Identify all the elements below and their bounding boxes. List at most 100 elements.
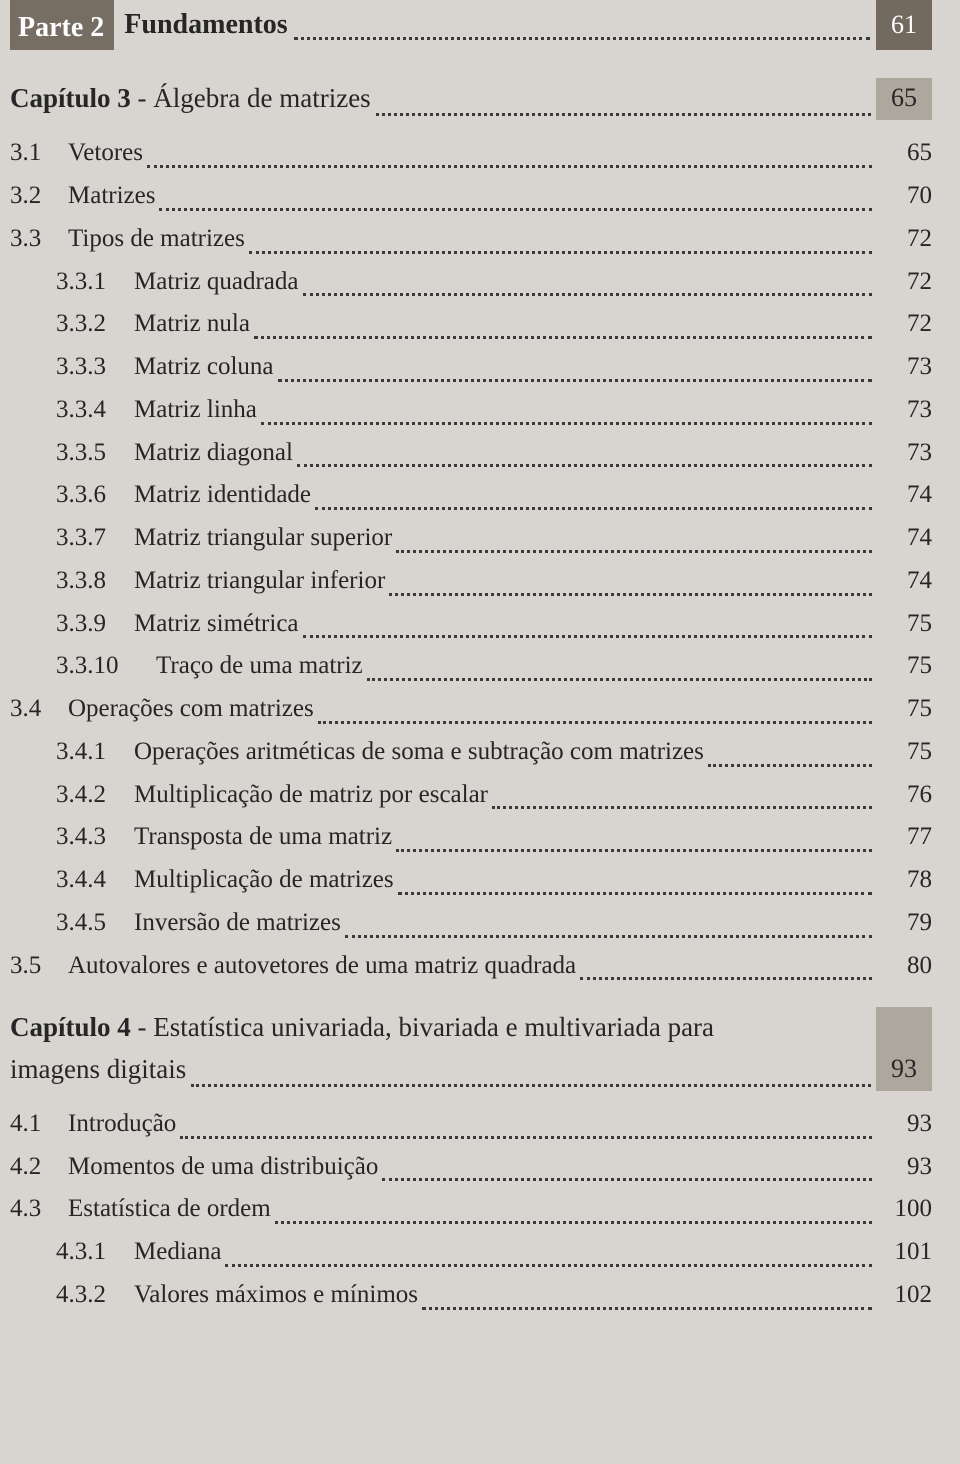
- leader-dots: [367, 656, 872, 681]
- toc-entry: 4.3Estatística de ordem100: [10, 1190, 932, 1229]
- toc-entry-page: 74: [876, 562, 932, 601]
- toc-entry-page: 74: [876, 519, 932, 558]
- leader-dots: [225, 1242, 872, 1267]
- leader-dots: [318, 699, 872, 724]
- chapter-page-box: 65: [876, 78, 932, 120]
- leader-dots: [389, 571, 872, 596]
- toc-entry-number: 3.4.4: [10, 861, 134, 900]
- leader-dots: [422, 1285, 872, 1310]
- toc-entry-number: 4.3.2: [10, 1276, 134, 1315]
- toc-entry-number: 3.3.9: [10, 605, 134, 644]
- leader-dots: [261, 400, 872, 425]
- toc-entry: 3.2Matrizes70: [10, 177, 932, 216]
- leader-dots: [345, 913, 872, 938]
- leader-dots: [303, 271, 872, 296]
- toc-entry-title: Matriz nula: [134, 305, 250, 344]
- toc-entry: 4.3.2Valores máximos e mínimos 102: [10, 1276, 932, 1315]
- toc-entry-title: Valores máximos e mínimos: [134, 1276, 418, 1315]
- toc-entry-page: 93: [876, 1105, 932, 1144]
- toc-entry-number: 3.3.7: [10, 519, 134, 558]
- toc-entry-title: Matriz simétrica: [134, 605, 299, 644]
- toc-entry-number: 3.5: [10, 947, 68, 986]
- toc-entry-title: Matrizes: [68, 177, 155, 216]
- toc-chapter-4: 4.1Introdução934.2Momentos de uma distri…: [10, 1105, 932, 1315]
- toc-entry: 3.3.3Matriz coluna73: [10, 348, 932, 387]
- toc-entry-number: 3.3.6: [10, 476, 134, 515]
- chapter-name-part1: Estatística univariada, bivariada e mult…: [153, 1012, 714, 1042]
- toc-entry-title: Operações aritméticas de soma e subtraçã…: [134, 733, 704, 772]
- toc-entry: 3.4.4Multiplicação de matrizes78: [10, 861, 932, 900]
- toc-entry-number: 3.3.1: [10, 263, 134, 302]
- toc-entry-page: 72: [876, 305, 932, 344]
- toc-entry-title: Momentos de uma distribuição: [68, 1148, 378, 1187]
- leader-dots: [315, 485, 872, 510]
- toc-entry-title: Traço de uma matriz: [156, 647, 363, 686]
- toc-entry-page: 73: [876, 391, 932, 430]
- toc-entry-page: 93: [876, 1148, 932, 1187]
- toc-entry-page: 102: [876, 1276, 932, 1315]
- toc-entry-number: 3.1: [10, 134, 68, 173]
- leader-dots: [376, 89, 871, 117]
- toc-entry-title: Tipos de matrizes: [68, 220, 245, 259]
- part-header-row: Parte 2 Fundamentos 61: [10, 0, 932, 50]
- toc-entry: 3.3.7Matriz triangular superior 74: [10, 519, 932, 558]
- leader-dots: [147, 143, 872, 168]
- chapter-label: Capítulo 3: [10, 83, 131, 113]
- toc-entry-number: 3.4.2: [10, 776, 134, 815]
- toc-entry: 3.5Autovalores e autovetores de uma matr…: [10, 947, 932, 986]
- chapter-title-wrap: Capítulo 4 - Estatística univariada, biv…: [10, 1007, 876, 1091]
- chapter-page-number: 93: [891, 1049, 917, 1089]
- toc-entry-title: Matriz triangular superior: [134, 519, 392, 558]
- toc-entry: 3.3.10Traço de uma matriz75: [10, 647, 932, 686]
- chapter-title-wrap: Capítulo 3 - Álgebra de matrizes: [10, 78, 876, 120]
- toc-entry-title: Inversão de matrizes: [134, 904, 341, 943]
- toc-entry-title: Mediana: [134, 1233, 221, 1272]
- toc-entry-page: 72: [876, 263, 932, 302]
- toc-entry: 3.4Operações com matrizes75: [10, 690, 932, 729]
- leader-dots: [303, 613, 872, 638]
- toc-entry-title: Transposta de uma matriz: [134, 818, 392, 857]
- toc-entry-page: 78: [876, 861, 932, 900]
- toc-entry-title: Matriz triangular inferior: [134, 562, 385, 601]
- leader-dots: [398, 870, 872, 895]
- leader-dots: [396, 528, 872, 553]
- toc-entry-page: 75: [876, 690, 932, 729]
- toc-entry: 3.3.9Matriz simétrica75: [10, 605, 932, 644]
- part-title: Fundamentos: [114, 3, 287, 46]
- toc-entry: 3.3.2Matriz nula 72: [10, 305, 932, 344]
- toc-entry-number: 3.4.5: [10, 904, 134, 943]
- leader-dots: [249, 229, 872, 254]
- toc-entry-number: 3.2: [10, 177, 68, 216]
- toc-page: Parte 2 Fundamentos 61 Capítulo 3 - Álge…: [0, 0, 960, 1464]
- leader-dots: [492, 784, 872, 809]
- leader-dots: [159, 186, 872, 211]
- chapter-name: Álgebra de matrizes: [153, 83, 370, 113]
- part-label-box: Parte 2: [10, 0, 114, 50]
- toc-entry: 3.3.5Matriz diagonal73: [10, 434, 932, 473]
- toc-entry-number: 3.3.8: [10, 562, 134, 601]
- chapter-name-part2: imagens digitais: [10, 1049, 186, 1091]
- toc-entry: 4.2Momentos de uma distribuição93: [10, 1148, 932, 1187]
- toc-entry-title: Matriz quadrada: [134, 263, 299, 302]
- leader-dots: [294, 10, 870, 40]
- leader-dots: [708, 742, 872, 767]
- toc-entry-page: 65: [876, 134, 932, 173]
- toc-entry: 3.4.2Multiplicação de matriz por escalar…: [10, 776, 932, 815]
- chapter-sep: -: [131, 83, 154, 113]
- leader-dots: [191, 1059, 871, 1087]
- toc-entry: 3.4.5Inversão de matrizes 79: [10, 904, 932, 943]
- toc-entry-page: 75: [876, 733, 932, 772]
- toc-entry-title: Vetores: [68, 134, 143, 173]
- toc-entry-number: 3.3.4: [10, 391, 134, 430]
- toc-entry-page: 79: [876, 904, 932, 943]
- toc-entry-page: 72: [876, 220, 932, 259]
- toc-entry-number: 3.3.2: [10, 305, 134, 344]
- chapter-4-header: Capítulo 4 - Estatística univariada, biv…: [10, 1007, 932, 1091]
- toc-entry: 4.1Introdução93: [10, 1105, 932, 1144]
- leader-dots: [254, 314, 872, 339]
- chapter-sep: -: [131, 1012, 154, 1042]
- toc-entry-title: Matriz identidade: [134, 476, 311, 515]
- toc-chapter-3: 3.1Vetores653.2Matrizes703.3Tipos de mat…: [10, 134, 932, 985]
- toc-entry: 3.3.6Matriz identidade74: [10, 476, 932, 515]
- chapter-title-line2-row: imagens digitais: [10, 1049, 876, 1091]
